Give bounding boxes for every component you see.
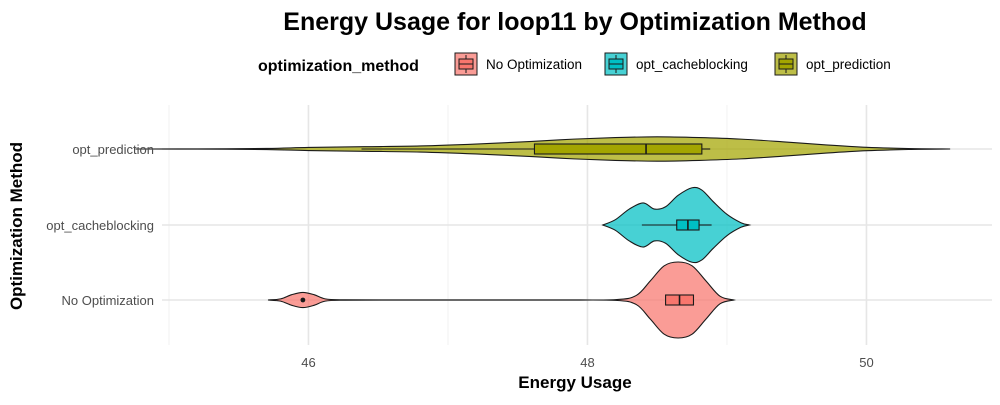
legend-item: No Optimization — [454, 52, 582, 76]
legend-item: opt_cacheblocking — [604, 52, 748, 76]
y-axis-label: Optimization Method — [7, 142, 26, 310]
legend-label: opt_cacheblocking — [636, 57, 748, 72]
outlier-point — [300, 297, 306, 303]
legend-item: opt_prediction — [774, 52, 891, 76]
violin-3 — [135, 136, 951, 162]
violin-1 — [267, 261, 737, 339]
legend-items: No Optimization opt_cacheblocking opt_pred… — [454, 52, 891, 76]
legend-label: No Optimization — [486, 57, 582, 72]
chart-title: Energy Usage for loop11 by Optimization … — [283, 8, 866, 36]
x-tick-label: 50 — [859, 355, 873, 370]
violin-2 — [601, 186, 752, 264]
box — [533, 143, 703, 155]
y-tick-label: No Optimization — [62, 293, 154, 308]
y-axis-ticks: No Optimization opt_cacheblocking opt_pred… — [46, 142, 154, 308]
violins — [135, 136, 951, 339]
x-axis-ticks: 46 48 50 — [301, 355, 873, 370]
x-tick-label: 48 — [580, 355, 594, 370]
legend-title: optimization_method — [258, 58, 419, 75]
y-tick-label: opt_cacheblocking — [46, 218, 154, 233]
violin-shape — [267, 261, 737, 339]
legend-label: opt_prediction — [806, 57, 891, 72]
x-tick-label: 46 — [301, 355, 315, 370]
legend: optimization_method No Optimization opt_c… — [258, 52, 891, 76]
y-tick-label: opt_prediction — [72, 142, 154, 157]
x-axis-label: Energy Usage — [518, 373, 631, 392]
